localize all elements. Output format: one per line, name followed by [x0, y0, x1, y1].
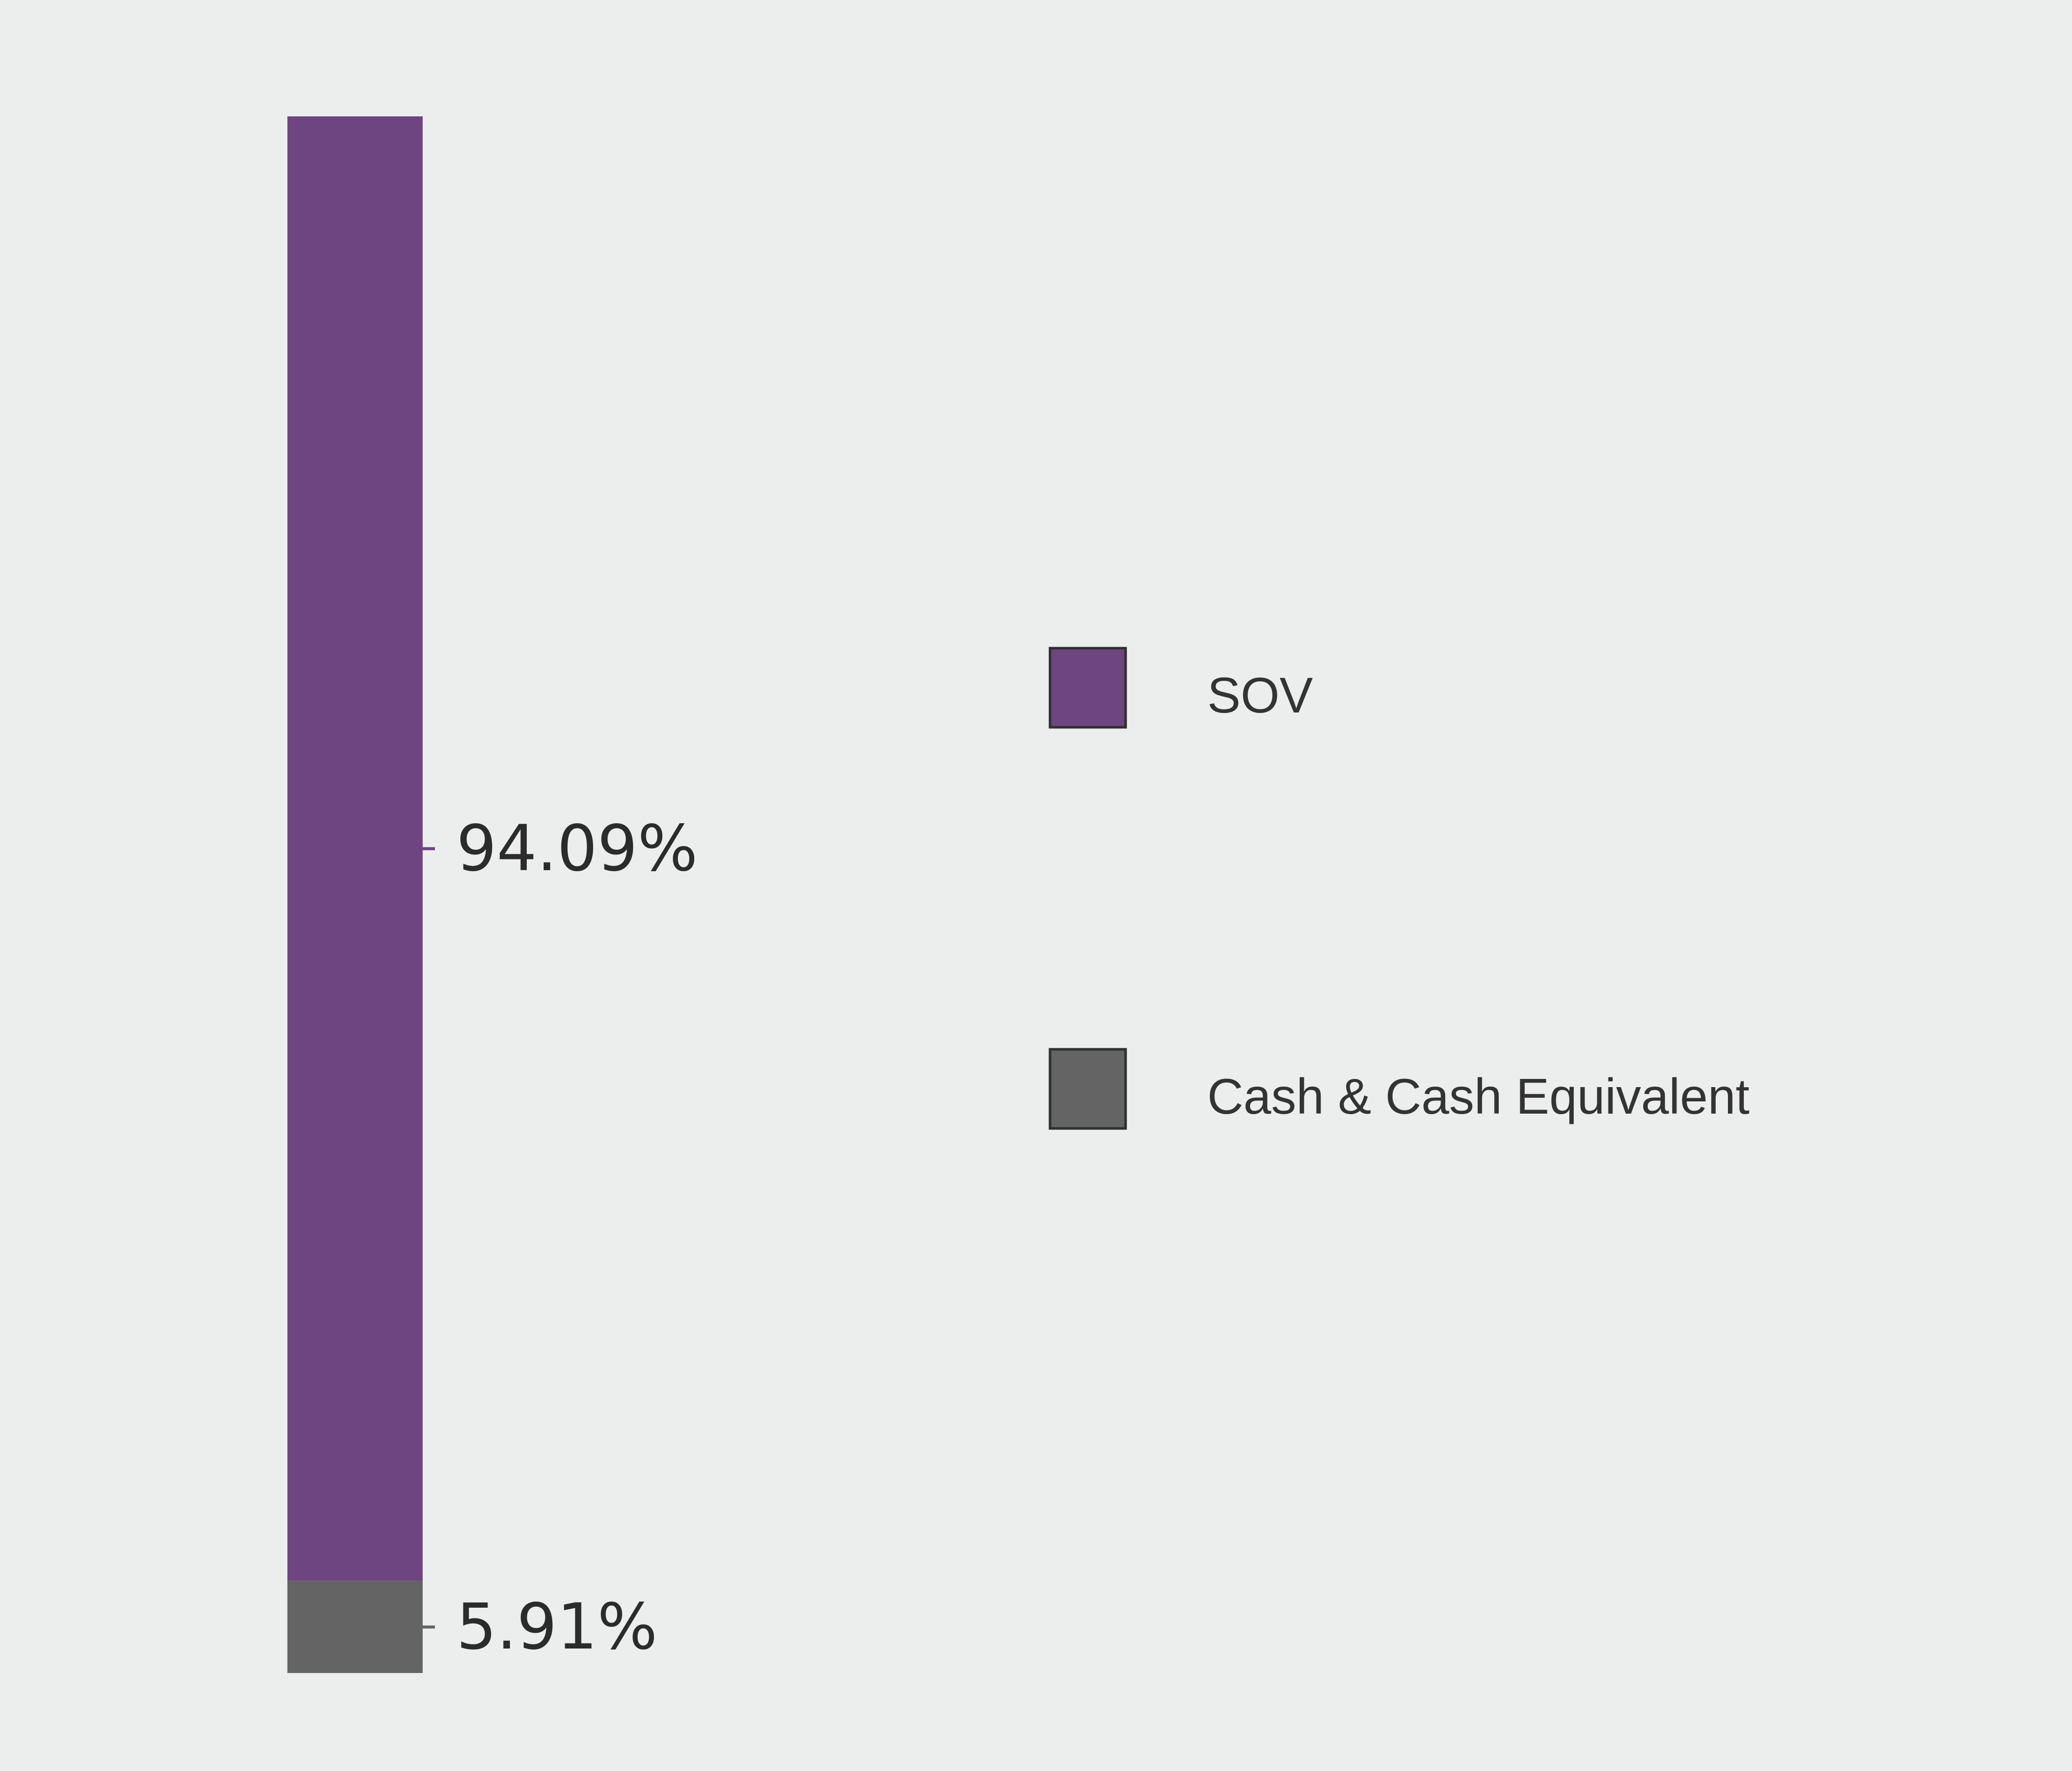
- legend: SOV Cash & Cash Equivalent: [1049, 647, 1749, 1130]
- data-label-sov: 94.09%: [456, 812, 698, 885]
- legend-label-cash-cash-equivalent: Cash & Cash Equivalent: [1207, 1068, 1749, 1124]
- data-label-cash-cash-equivalent: 5.91%: [456, 1590, 657, 1664]
- bar-segment-sov: [287, 116, 423, 1581]
- legend-swatch-cash-cash-equivalent: [1049, 1048, 1127, 1130]
- bar-group: [287, 116, 423, 1673]
- bar-segment-cash-cash-equivalent: [287, 1581, 423, 1673]
- legend-label-sov: SOV: [1207, 667, 1313, 723]
- legend-swatch-sov: [1049, 647, 1127, 729]
- segment-labels: 94.09% 5.91%: [423, 812, 698, 1664]
